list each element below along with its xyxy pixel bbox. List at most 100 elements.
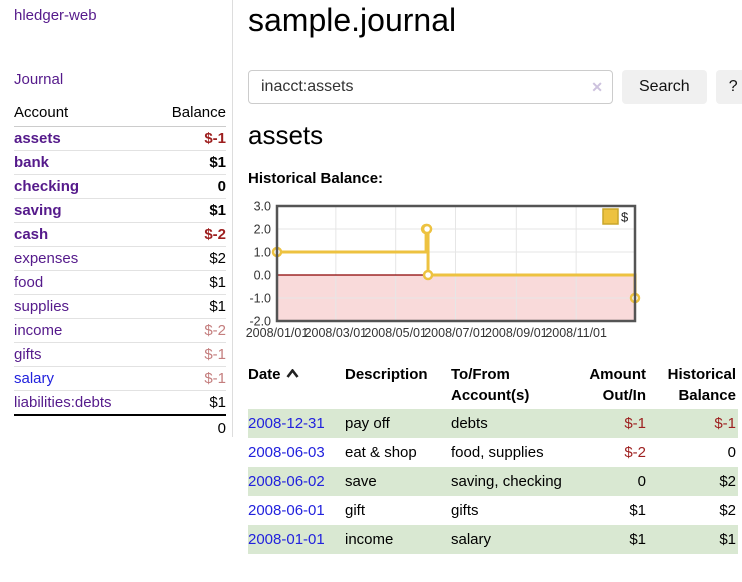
svg-text:2008/11/01: 2008/11/01 [545,326,607,340]
register-amount-cell: 0 [637,473,646,490]
accounts-total-balance: 0 [150,414,226,440]
register-description-cell: pay off [345,415,390,432]
register-amount-cell: $1 [629,502,646,519]
register-amount-cell: $1 [629,531,646,548]
search-input[interactable] [248,70,613,104]
register-accounts-cell: food, supplies [451,444,544,461]
svg-text:0.0: 0.0 [254,269,271,283]
register-date-cell[interactable]: 2008-01-01 [248,525,345,554]
accounts-table: Account Balance assets $-1 bank $1 checking 0… [14,100,226,440]
register-date-cell[interactable]: 2008-06-02 [248,467,345,496]
register-date-cell[interactable]: 2008-06-03 [248,438,345,467]
account-link[interactable]: bank [14,154,50,171]
register-description-cell: save [345,473,377,490]
account-link[interactable]: cash [14,226,49,243]
sort-ascending-icon [285,363,299,384]
account-row: gifts $-1 [14,342,226,367]
register-balance-cell: $-1 [714,415,736,432]
search-row: ✕ Search ? [248,70,742,104]
register-header-description[interactable]: Description [345,366,428,383]
svg-text:2008/03/01: 2008/03/01 [305,326,368,340]
svg-text:1.0: 1.0 [254,246,271,260]
account-balance: $1 [150,390,226,416]
account-link[interactable]: salary [14,370,55,387]
register-balance-cell: $1 [719,531,736,548]
account-row: checking 0 [14,174,226,199]
account-balance: $1 [150,294,226,319]
register-date-cell[interactable]: 2008-12-31 [248,409,345,438]
account-link[interactable]: saving [14,202,62,219]
account-balance: $-1 [150,342,226,367]
historical-balance-chart: $3.0 2.0 1.0 0.0 -1.0 -2.0 2008/01/01 2008/03/0… [246,200,742,345]
account-row: salary $-1 [14,366,226,391]
register-accounts-cell: salary [451,531,492,548]
account-link[interactable]: checking [14,178,80,195]
account-balance: $2 [150,246,226,271]
account-row: liabilities:debts $1 [14,390,226,416]
account-link[interactable]: food [14,274,44,291]
svg-text:2008/07/01: 2008/07/01 [424,326,487,340]
clear-search-icon[interactable]: ✕ [591,79,603,95]
account-link[interactable]: liabilities:debts [14,394,112,411]
account-balance: $1 [150,150,226,175]
chart-title: Historical Balance: [248,170,384,187]
accounts-total-row: 0 [14,414,226,440]
transaction-date-link[interactable]: 2008-12-31 [248,415,325,432]
account-balance: $-1 [150,366,226,391]
account-row: saving $1 [14,198,226,223]
page-title: sample.journal [248,2,457,38]
register-balance-cell: 0 [727,444,736,461]
register-header-amount[interactable]: Amount Out/In [589,366,646,404]
transaction-date-link[interactable]: 2008-01-01 [248,531,325,548]
register-balance-cell: $2 [719,473,736,490]
svg-text:2008/01/01: 2008/01/01 [246,326,309,340]
accounts-header-account: Account [14,100,151,127]
svg-text:-1.0: -1.0 [249,292,271,306]
search-button[interactable]: Search [622,70,707,104]
register-header-date[interactable]: Date [248,362,345,409]
account-row: food $1 [14,270,226,295]
account-link[interactable]: expenses [14,250,79,267]
register-table: Date Description To/From Account(s) Amou… [248,362,738,554]
account-link[interactable]: income [14,322,63,339]
register-row: 2008-06-01 gift gifts $1 $2 [248,496,738,525]
account-balance: $-2 [150,222,226,247]
transaction-date-link[interactable]: 2008-06-02 [248,473,325,490]
svg-text:2008/09/01: 2008/09/01 [485,326,548,340]
help-button[interactable]: ? [715,70,742,104]
account-balance: 0 [150,174,226,199]
register-amount-cell: $-1 [624,415,646,432]
account-heading: assets [248,120,324,150]
sidebar: hledger-web Journal Account Balance asse… [0,0,233,440]
account-link[interactable]: assets [14,130,61,147]
account-balance: $1 [150,270,226,295]
register-amount-cell: $-2 [624,444,646,461]
accounts-body: assets $-1 bank $1 checking 0 saving $1 cash $-2 e… [14,126,226,440]
register-header-balance[interactable]: Historical Balance [667,366,736,404]
register-balance-cell: $2 [719,502,736,519]
svg-text:-2.0: -2.0 [249,315,271,329]
register-date-cell[interactable]: 2008-06-01 [248,496,345,525]
register-description-cell: eat & shop [345,444,417,461]
svg-text:3.0: 3.0 [254,200,271,214]
account-row: cash $-2 [14,222,226,247]
transaction-date-link[interactable]: 2008-06-01 [248,502,325,519]
account-link[interactable]: gifts [14,346,42,363]
register-description-cell: income [345,531,394,548]
account-link[interactable]: supplies [14,298,70,315]
account-balance: $-1 [150,126,226,151]
account-row: expenses $2 [14,246,226,271]
accounts-header-balance: Balance [150,100,226,127]
register-description-cell: gift [345,502,366,519]
register-accounts-cell: gifts [451,502,479,519]
account-row: bank $1 [14,150,226,175]
register-row: 2008-06-03 eat & shop food, supplies $-2 0 [248,438,738,467]
register-row: 2008-06-02 save saving, checking 0 $2 [248,467,738,496]
app-brand-link[interactable]: hledger-web [14,7,97,24]
svg-text:2.0: 2.0 [254,223,271,237]
svg-text:$: $ [621,210,629,225]
register-accounts-cell: debts [451,415,488,432]
transaction-date-link[interactable]: 2008-06-03 [248,444,325,461]
register-header-accounts[interactable]: To/From Account(s) [451,366,530,404]
sidebar-item-journal[interactable]: Journal [14,71,64,88]
